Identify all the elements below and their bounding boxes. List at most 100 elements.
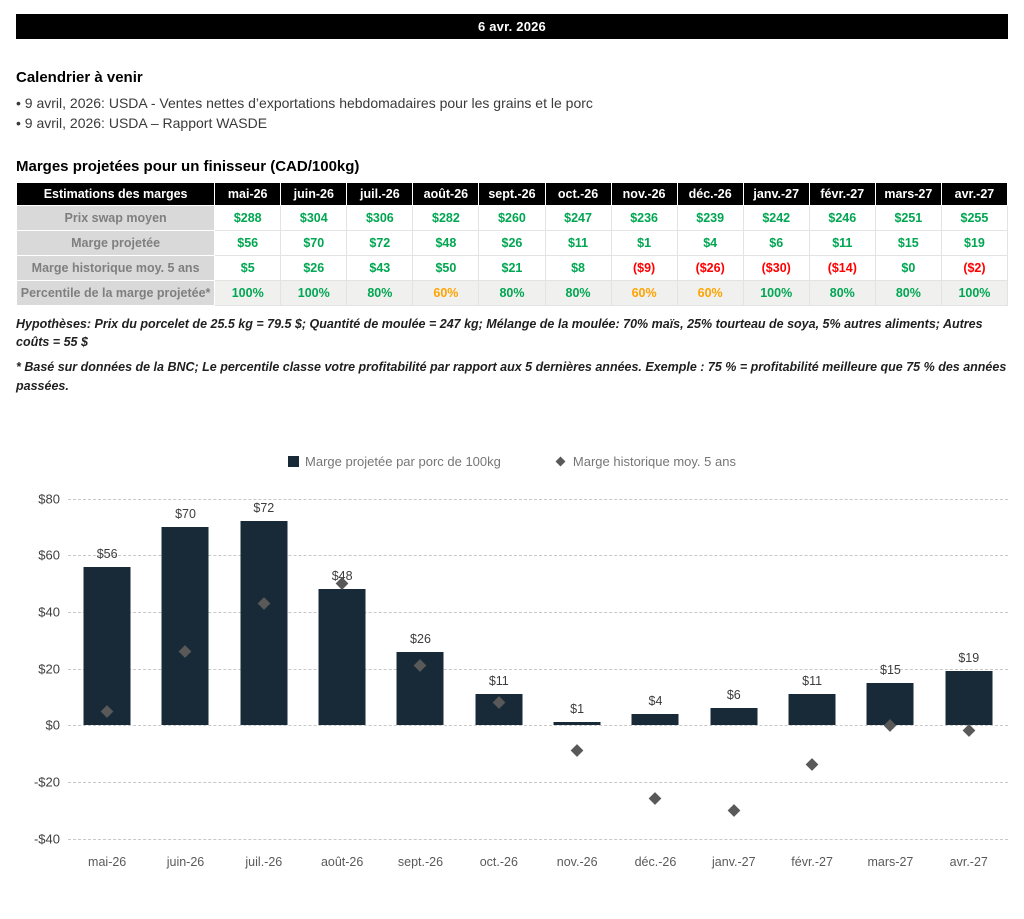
legend-bar-swatch-icon xyxy=(288,455,300,467)
date-header-bar: 6 avr. 2026 xyxy=(16,14,1008,39)
bar-value-label: $11 xyxy=(802,674,823,689)
bar-value-label: $48 xyxy=(331,569,353,584)
table-value-cell: 60% xyxy=(610,279,678,306)
gridline xyxy=(68,611,1008,613)
table-value-cell: $26 xyxy=(478,229,546,256)
bar-nov.-26 xyxy=(553,722,601,726)
table-value-cell: $0 xyxy=(874,254,942,281)
x-tick-label: févr.-27 xyxy=(791,854,833,869)
table-value-cell: $43 xyxy=(346,254,414,281)
x-tick-label: juil.-26 xyxy=(245,854,283,869)
table-month-header: févr.-27 xyxy=(808,181,876,206)
table-month-header: oct.-26 xyxy=(544,181,612,206)
table-value-cell: $239 xyxy=(676,204,744,231)
historic-diamond-marker xyxy=(570,744,584,758)
gridline xyxy=(68,498,1008,500)
gridline xyxy=(68,668,1008,670)
row-label: Percentile de la marge projetée* xyxy=(15,279,216,306)
table-value-cell: $247 xyxy=(544,204,612,231)
table-value-cell: 80% xyxy=(808,279,876,306)
chart-column: $72 xyxy=(225,499,303,839)
y-tick-label: $60 xyxy=(38,547,60,563)
row-label: Marge historique moy. 5 ans xyxy=(15,254,216,281)
bar-juin-26 xyxy=(161,526,209,726)
calendar-item: • 9 avril, 2026: USDA – Rapport WASDE xyxy=(16,115,268,132)
y-tick-label: -$20 xyxy=(33,774,60,790)
table-value-cell: $260 xyxy=(478,204,546,231)
bar-value-label: $56 xyxy=(96,546,118,561)
bar-value-label: $26 xyxy=(410,631,431,646)
table-row: Percentile de la marge projetée* 100% 100%… xyxy=(15,279,1009,306)
footnote-percentile: * Basé sur données de la BNC; Le percent… xyxy=(16,360,1007,393)
x-axis: mai-26 juin-26 juil.-26 août-26 sept.-26 oct.… xyxy=(68,855,1008,869)
legend-item-historic-margin: Marge historique moy. 5 ans xyxy=(555,453,736,469)
table-value-cell: ($26) xyxy=(676,254,744,281)
table-value-cell: $70 xyxy=(280,229,348,256)
x-tick-label: janv.-27 xyxy=(712,854,756,869)
table-value-cell: ($9) xyxy=(610,254,678,281)
table-value-cell: ($30) xyxy=(742,254,810,281)
table-value-cell: $48 xyxy=(412,229,480,256)
table-row: Marge projetée $56 $70 $72 $48 $26 $11 $1 $4 $6 $1… xyxy=(15,229,1009,256)
bar-mai-26 xyxy=(83,566,131,726)
legend-item-projected-margin: Marge projetée par porc de 100kg xyxy=(288,454,501,469)
table-value-cell: $21 xyxy=(478,254,546,281)
table-value-cell: $242 xyxy=(742,204,810,231)
table-value-cell: 100% xyxy=(214,279,282,306)
table-month-header: mai-26 xyxy=(214,181,282,206)
historic-diamond-marker xyxy=(727,803,741,817)
table-value-cell: $11 xyxy=(544,229,612,256)
table-value-cell: 60% xyxy=(412,279,480,306)
gridline xyxy=(68,781,1008,783)
bar-août-26 xyxy=(318,589,366,726)
bar-avr.-27 xyxy=(945,671,993,726)
table-value-cell: $72 xyxy=(346,229,414,256)
y-tick-label: $0 xyxy=(45,717,60,733)
table-value-cell: $306 xyxy=(346,204,414,231)
historic-diamond-marker xyxy=(649,792,662,806)
x-tick-label: nov.-26 xyxy=(556,854,598,869)
margins-chart: Marge projetée par porc de 100kg Marge h… xyxy=(16,454,1008,869)
chart-column: $1 xyxy=(538,499,616,839)
plot-wrap: $80 $60 $40 $20 $0 -$20 -$40 $56 $70 $72 $48 $26 $1… xyxy=(16,491,1008,846)
calendar-title: Calendrier à venir xyxy=(16,69,143,86)
chart-column: $6 xyxy=(695,499,773,839)
bar-value-label: $4 xyxy=(648,693,663,708)
table-month-header: mars-27 xyxy=(874,181,942,206)
table-value-cell: $255 xyxy=(940,204,1009,231)
table-value-cell: 80% xyxy=(874,279,942,306)
chart-column: $70 xyxy=(146,499,224,839)
x-tick-label: août-26 xyxy=(320,854,364,869)
gridline xyxy=(68,838,1008,840)
table-value-cell: $1 xyxy=(610,229,678,256)
table-value-cell: 60% xyxy=(676,279,744,306)
x-tick-label: sept.-26 xyxy=(397,854,444,869)
historic-diamond-marker xyxy=(805,758,819,772)
chart-columns: $56 $70 $72 $48 $26 $11 $1 $4 $6 $11 $15 $19 xyxy=(68,499,1008,839)
plot-area: $56 $70 $72 $48 $26 $11 $1 $4 $6 $11 $15 $19 xyxy=(68,498,1008,840)
legend-label-historic: Marge historique moy. 5 ans xyxy=(572,453,736,469)
y-axis: $80 $60 $40 $20 $0 -$20 -$40 xyxy=(16,491,68,846)
table-value-cell: $19 xyxy=(940,229,1009,256)
table-value-cell: $56 xyxy=(214,229,282,256)
margins-section: Marges projetées pour un finisseur (CAD/… xyxy=(15,157,1009,396)
chart-column: $26 xyxy=(381,499,459,839)
table-month-header: déc.-26 xyxy=(676,181,744,206)
table-value-cell: $26 xyxy=(280,254,348,281)
bar-value-label: $72 xyxy=(253,501,275,516)
footnote-hypotheses: Hypothèses: Prix du porcelet de 25.5 kg … xyxy=(16,316,983,350)
bar-janv.-27 xyxy=(710,708,758,726)
y-tick-label: $20 xyxy=(38,661,60,677)
y-tick-label: -$40 xyxy=(33,831,60,847)
chart-column: $19 xyxy=(930,499,1008,839)
table-value-cell: 80% xyxy=(544,279,612,306)
margins-title: Marges projetées pour un finisseur (CAD/… xyxy=(16,157,360,175)
row-label: Marge projetée xyxy=(15,229,216,256)
table-value-cell: $246 xyxy=(808,204,876,231)
chart-column: $4 xyxy=(616,499,694,839)
table-value-cell: $15 xyxy=(874,229,942,256)
table-value-cell: $8 xyxy=(544,254,612,281)
bar-value-label: $11 xyxy=(488,674,509,689)
x-tick-label: oct.-26 xyxy=(479,854,518,869)
bar-mars-27 xyxy=(866,682,914,726)
